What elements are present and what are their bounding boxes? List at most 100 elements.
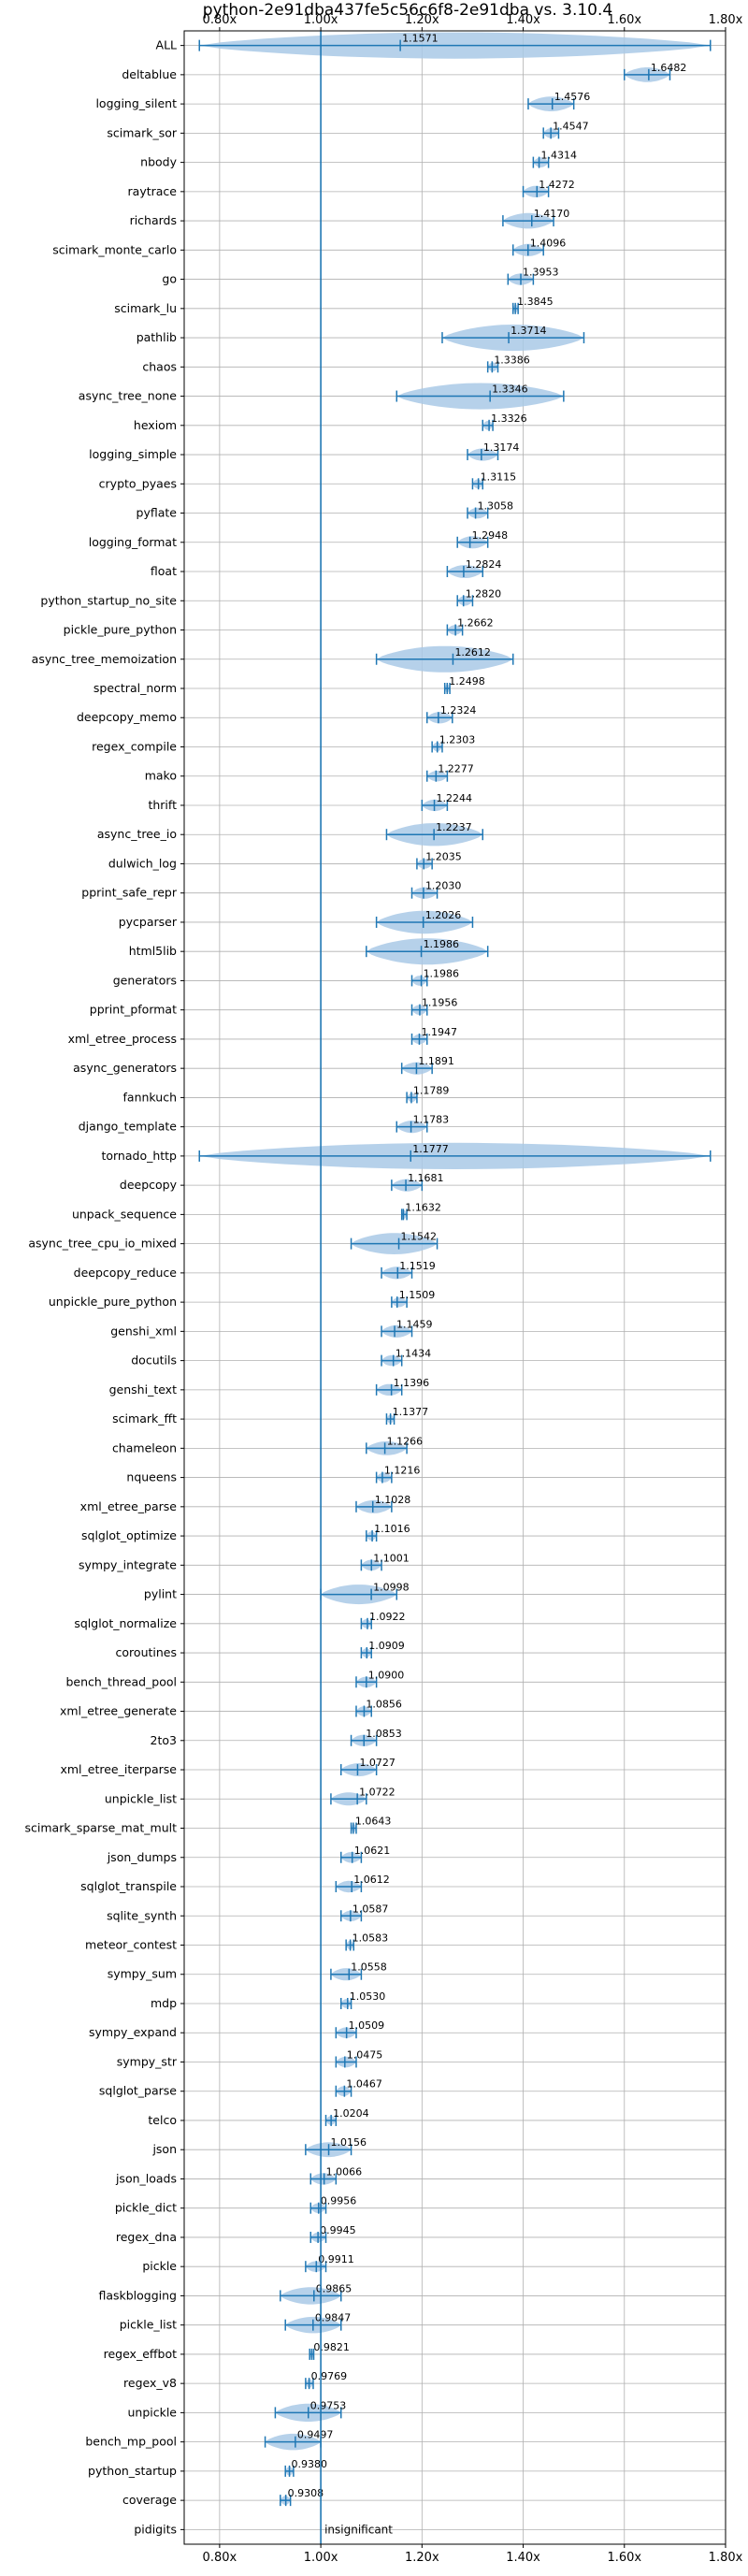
y-tick-label: python_startup: [88, 2464, 177, 2478]
y-tick-label: chameleon: [112, 1440, 177, 1454]
y-tick-label: dulwich_log: [108, 856, 177, 870]
y-tick-label: float: [151, 564, 177, 578]
y-tick-label: richards: [130, 213, 177, 227]
grid-lines: [184, 31, 726, 2544]
value-label: 1.2026: [425, 909, 462, 921]
value-label: 1.1509: [399, 1289, 436, 1301]
value-label: 1.0909: [368, 1640, 405, 1652]
value-label: 1.1377: [393, 1406, 429, 1418]
y-tick-label: pathlib: [137, 330, 177, 344]
value-label: 0.9497: [297, 2429, 334, 2441]
y-tick-label: ALL: [156, 38, 178, 52]
y-tick-label: pyflate: [137, 506, 178, 520]
y-tick-label: spectral_norm: [94, 681, 177, 695]
y-tick-label: sympy_expand: [89, 2025, 177, 2039]
value-label: 1.1542: [401, 1231, 438, 1243]
x-tick-label-bottom: 1.20x: [405, 2551, 439, 2565]
y-tick-label: regex_dna: [116, 2230, 177, 2244]
value-label: 1.1571: [402, 33, 439, 45]
value-label: 1.0922: [369, 1611, 406, 1623]
value-label: 1.0530: [350, 1990, 386, 2003]
y-tick-label: json_dumps: [107, 1850, 177, 1864]
value-label: 0.9308: [288, 2487, 324, 2499]
y-tick-label: logging_format: [89, 535, 177, 549]
value-label: 1.2498: [449, 675, 485, 687]
value-label: 1.2244: [437, 792, 473, 804]
y-tick-label: pickle_pure_python: [64, 623, 177, 637]
value-label: 1.2820: [466, 587, 502, 600]
y-tick-label: unpickle_list: [105, 1791, 177, 1805]
y-tick-label: go: [162, 272, 177, 286]
value-label: 1.1016: [374, 1523, 410, 1535]
value-label: 1.3386: [494, 354, 530, 366]
value-label: 1.3326: [491, 412, 527, 425]
value-label: 1.2612: [454, 646, 491, 658]
y-tick-label: sympy_sum: [108, 1967, 177, 1981]
y-tick-label: thrift: [148, 798, 177, 812]
y-tick-label: genshi_xml: [110, 1324, 177, 1338]
value-label: 1.3953: [523, 267, 559, 279]
x-tick-label-bottom: 1.80x: [709, 2551, 743, 2565]
value-label: 1.1266: [387, 1435, 424, 1447]
y-tick-label: async_generators: [73, 1061, 177, 1075]
y-tick-label: async_tree_none: [79, 389, 178, 403]
y-tick-label: xml_etree_parse: [80, 1499, 178, 1513]
value-label: 0.9380: [292, 2458, 328, 2470]
violins: [199, 32, 711, 2505]
y-tick-label: async_tree_cpu_io_mixed: [28, 1237, 177, 1251]
y-tick-label: hexiom: [134, 418, 177, 432]
value-label: 0.9821: [313, 2341, 350, 2353]
x-tick-label-top: 1.20x: [405, 13, 439, 27]
y-tick-label: crypto_pyaes: [99, 476, 177, 490]
value-label: 1.3845: [517, 296, 554, 308]
y-tick-label: regex_v8: [123, 2376, 177, 2390]
value-label: 1.4314: [541, 150, 578, 162]
y-tick-label: deepcopy: [120, 1178, 178, 1192]
value-label: 0.9911: [318, 2253, 354, 2265]
value-label: 1.1001: [373, 1552, 410, 1564]
value-label: 0.9769: [311, 2370, 348, 2382]
value-label: 1.1396: [394, 1377, 430, 1389]
value-label: 1.2303: [439, 733, 476, 745]
y-tick-label: pickle_dict: [115, 2201, 177, 2215]
y-tick-label: flaskblogging: [98, 2288, 177, 2302]
y-tick-label: sympy_integrate: [79, 1557, 177, 1571]
value-label: 1.2948: [472, 529, 509, 542]
y-tick-label: python_startup_no_site: [40, 593, 177, 607]
value-label: 1.0643: [355, 1816, 392, 1828]
value-label: 1.0856: [366, 1699, 402, 1711]
x-tick-label-bottom: 1.40x: [506, 2551, 540, 2565]
y-tick-label: docutils: [131, 1353, 177, 1368]
insignificant-label: insignificant: [324, 2523, 393, 2536]
y-tick-label: django_template: [79, 1120, 178, 1134]
y-tick-label: async_tree_memoization: [32, 652, 177, 666]
y-tick-label: pickle_list: [120, 2318, 177, 2332]
value-label: 1.1986: [424, 967, 460, 979]
value-label: 1.4547: [553, 120, 589, 132]
value-label: 0.9865: [316, 2282, 352, 2294]
value-label: 1.4576: [554, 91, 591, 103]
value-label: 1.1028: [375, 1494, 411, 1506]
y-tick-label: tornado_http: [101, 1149, 177, 1163]
y-tick-label: scimark_lu: [114, 301, 177, 315]
y-tick-label: pylint: [144, 1587, 177, 1601]
y-tick-label: sqlglot_normalize: [74, 1616, 177, 1630]
value-label: 0.9945: [320, 2224, 356, 2236]
y-tick-label: deepcopy_memo: [77, 710, 177, 724]
y-tick-label: unpickle: [127, 2405, 177, 2419]
y-tick-label: nbody: [140, 155, 177, 169]
y-tick-label: scimark_sor: [107, 125, 177, 139]
y-tick-label: sqlglot_optimize: [81, 1528, 177, 1542]
value-label: 1.1891: [418, 1055, 454, 1067]
value-label: 1.1789: [413, 1084, 450, 1096]
y-tick-label: xml_etree_process: [68, 1032, 177, 1046]
value-label: 1.3115: [481, 470, 517, 483]
x-tick-label-bottom: 1.00x: [304, 2551, 338, 2565]
y-tick-label: bench_mp_pool: [85, 2435, 177, 2449]
value-label: 1.2277: [438, 763, 474, 775]
x-tick-label-top: 1.40x: [506, 13, 540, 27]
y-tick-label: sqlglot_parse: [99, 2084, 177, 2098]
